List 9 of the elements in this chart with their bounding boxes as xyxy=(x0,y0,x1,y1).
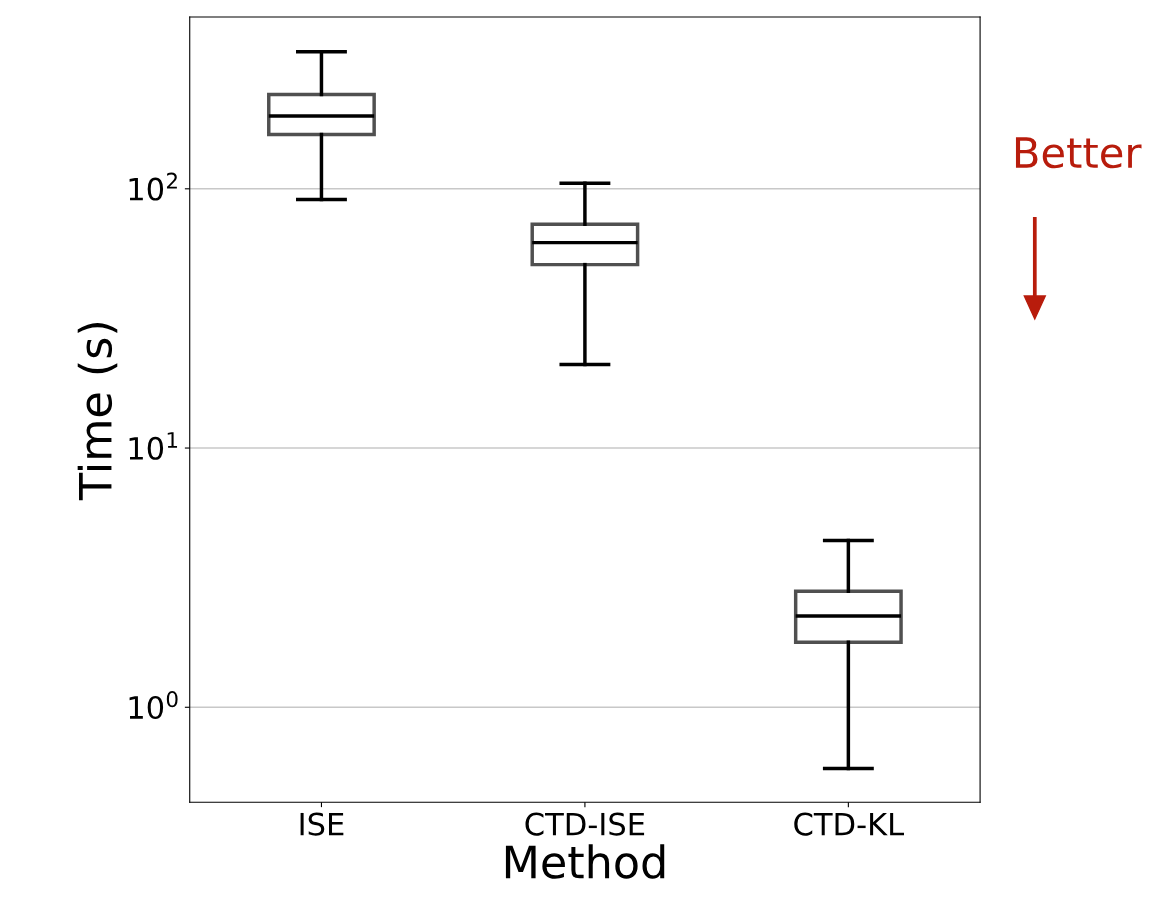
y-tick-label: 10$^{2}$ xyxy=(129,172,177,201)
y-axis-title: Time (s) xyxy=(77,323,118,501)
x-tick-label: ISE xyxy=(300,812,344,836)
x-tick-label: CTD-KL xyxy=(794,812,904,836)
x-axis-title: Method xyxy=(505,844,665,879)
x-tick-label: CTD-ISE xyxy=(525,812,645,836)
text: Better xyxy=(1015,137,1142,169)
y-tick-label: 10$^{1}$ xyxy=(129,432,178,460)
y-tick-label: 10$^{0}$ xyxy=(129,691,178,720)
